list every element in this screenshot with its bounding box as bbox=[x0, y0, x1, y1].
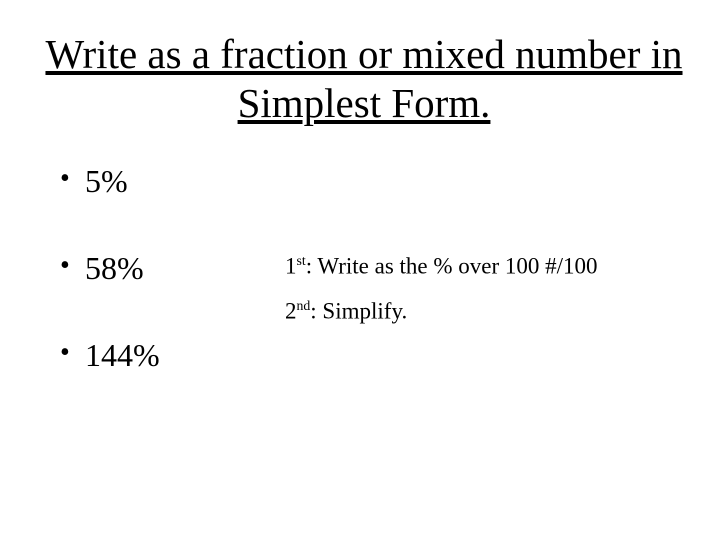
bullet-item: 5% bbox=[55, 163, 688, 200]
hint2-super: nd bbox=[297, 298, 311, 313]
hint1-prefix: 1 bbox=[285, 254, 297, 279]
bullet-item: 144% bbox=[55, 337, 688, 374]
hint2-text: : Simplify. bbox=[310, 298, 407, 323]
hint1-text: : Write as the % over 100 #/100 bbox=[306, 254, 598, 279]
slide-title: Write as a fraction or mixed number in S… bbox=[40, 30, 688, 128]
hint1-super: st bbox=[297, 253, 306, 268]
hints-block: 1st: Write as the % over 100 #/100 2nd: … bbox=[285, 253, 598, 342]
hint-line-1: 1st: Write as the % over 100 #/100 bbox=[285, 253, 598, 280]
hint-line-2: 2nd: Simplify. bbox=[285, 298, 598, 325]
hint2-prefix: 2 bbox=[285, 298, 297, 323]
